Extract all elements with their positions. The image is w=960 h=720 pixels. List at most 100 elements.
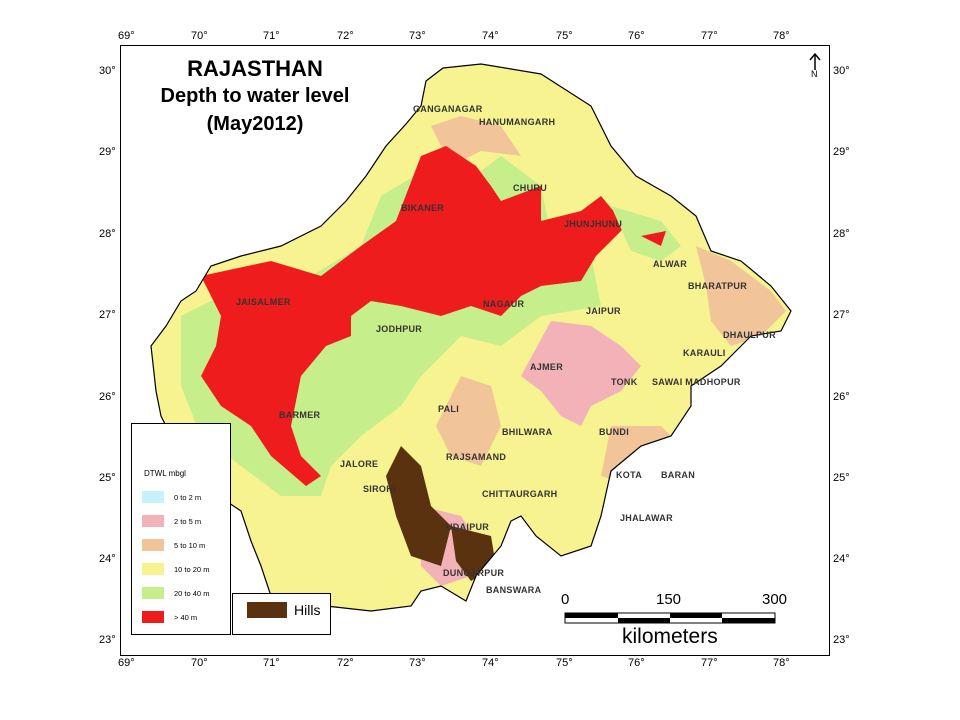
zone-5-10m-east — [696, 246, 786, 346]
longitude-tick-top: 73° — [409, 30, 426, 42]
latitude-tick-right: 25° — [833, 472, 850, 484]
map-title: RAJASTHAN Depth to water level (May2012) — [130, 55, 380, 138]
latitude-tick-right: 29° — [833, 146, 850, 158]
longitude-tick-bottom: 72° — [337, 657, 354, 669]
latitude-tick-left: 28° — [99, 228, 116, 240]
district-label: RAJSAMAND — [446, 452, 506, 462]
district-label: BANSWARA — [486, 585, 542, 595]
longitude-tick-top: 78° — [773, 30, 790, 42]
legend-box: DTWL mbgl 0 to 2 m 2 to 5 m 5 to 10 m 10 to… — [131, 423, 231, 635]
title-line-3: (May2012) — [206, 113, 304, 135]
legend-title: DTWL mbgl — [144, 469, 186, 478]
district-label: UDAIPUR — [446, 522, 489, 532]
latitude-tick-right: 23° — [833, 634, 850, 646]
legend-label: 20 to 40 m — [174, 589, 210, 598]
district-label: CHITTAURGARH — [482, 489, 557, 499]
district-label: ALWAR — [653, 259, 687, 269]
latitude-tick-left: 26° — [99, 391, 116, 403]
hills-label: Hills — [294, 602, 321, 618]
district-label: JAIPUR — [586, 306, 621, 316]
legend-swatch — [142, 539, 164, 551]
zone-20-40m-northeast — [611, 206, 681, 261]
title-line-1: RAJASTHAN — [187, 56, 323, 81]
longitude-tick-top: 72° — [337, 30, 354, 42]
scale-unit: kilometers — [622, 625, 718, 648]
longitude-tick-bottom: 70° — [191, 657, 208, 669]
district-label: BIKANER — [401, 203, 444, 213]
district-label: PALI — [438, 404, 459, 414]
legend-swatch — [142, 515, 164, 527]
legend-swatch — [142, 563, 164, 575]
district-label: CHURU — [513, 183, 547, 193]
district-label: JAISALMER — [236, 297, 291, 307]
district-label: JHUNJHUNU — [564, 219, 622, 229]
latitude-tick-left: 24° — [99, 553, 116, 565]
district-label: GANGANAGAR — [413, 104, 483, 114]
latitude-tick-left: 23° — [99, 634, 116, 646]
longitude-tick-top: 76° — [628, 30, 645, 42]
district-label: NAGAUR — [483, 299, 524, 309]
north-arrow: N — [805, 52, 825, 79]
district-label: BUNDI — [599, 427, 629, 437]
zone-5-10m-bhilwara — [436, 376, 501, 466]
legend-swatch — [142, 587, 164, 599]
longitude-tick-bottom: 71° — [263, 657, 280, 669]
scale-label-300: 300 — [762, 591, 788, 608]
legend-label: 2 to 5 m — [174, 517, 202, 526]
longitude-tick-top: 77° — [701, 30, 718, 42]
hills-aravalli — [386, 446, 451, 566]
longitude-tick-bottom: 75° — [556, 657, 573, 669]
latitude-tick-right: 28° — [833, 228, 850, 240]
scale-bar-graphic — [564, 612, 776, 624]
district-label: HANUMANGARH — [479, 117, 555, 127]
legend-label: 0 to 2 m — [174, 493, 202, 502]
district-label: JHALAWAR — [620, 513, 673, 523]
hills-legend: Hills — [232, 593, 331, 635]
longitude-tick-bottom: 78° — [773, 657, 790, 669]
district-label: KOTA — [616, 470, 642, 480]
legend-label: 10 to 20 m — [174, 565, 210, 574]
district-label: KARAULI — [683, 348, 726, 358]
north-label: N — [811, 69, 818, 78]
longitude-tick-top: 75° — [556, 30, 573, 42]
legend-label: 5 to 10 m — [174, 541, 206, 550]
rajasthan-map: GANGANAGAR HANUMANGARH CHURU BIKANER JHUNJHU… — [150, 63, 792, 612]
longitude-tick-bottom: 69° — [118, 657, 135, 669]
scale-label-150: 150 — [656, 591, 682, 608]
hills-swatch — [247, 602, 287, 618]
zone-over-40m-alwar — [641, 231, 666, 246]
zone-over-40m — [201, 146, 626, 486]
district-label: BHILWARA — [502, 427, 553, 437]
zone-2-5m-central — [521, 321, 641, 426]
district-label: JODHPUR — [376, 324, 422, 334]
title-line-2: Depth to water level — [160, 85, 350, 107]
longitude-tick-bottom: 73° — [409, 657, 426, 669]
district-labels: GANGANAGAR HANUMANGARH CHURU BIKANER JHUNJHU… — [236, 104, 776, 595]
longitude-tick-bottom: 77° — [701, 657, 718, 669]
longitude-tick-top: 74° — [482, 30, 499, 42]
longitude-tick-top: 70° — [191, 30, 208, 42]
latitude-tick-right: 26° — [833, 391, 850, 403]
map-frame: GANGANAGAR HANUMANGARH CHURU BIKANER JHUNJHU… — [120, 45, 830, 656]
district-label: BHARATPUR — [688, 281, 747, 291]
district-label: JALORE — [340, 459, 378, 469]
district-label: TONK — [611, 377, 638, 387]
north-arrow-icon: N — [809, 52, 821, 79]
longitude-tick-top: 71° — [263, 30, 280, 42]
district-label: BARAN — [661, 470, 695, 480]
longitude-tick-bottom: 76° — [628, 657, 645, 669]
district-label: AJMER — [530, 362, 563, 372]
latitude-tick-left: 25° — [99, 472, 116, 484]
district-label: DHAULPUR — [723, 330, 776, 340]
latitude-tick-right: 30° — [833, 65, 850, 77]
legend-label: > 40 m — [174, 613, 198, 622]
latitude-tick-right: 27° — [833, 309, 850, 321]
longitude-tick-top: 69° — [118, 30, 135, 42]
district-label: DUNGARPUR — [443, 568, 504, 578]
district-label: SIROHI — [363, 484, 396, 494]
district-label: SAWAI MADHOPUR — [652, 377, 741, 387]
legend-swatch — [142, 491, 164, 503]
latitude-tick-left: 29° — [99, 146, 116, 158]
latitude-tick-right: 24° — [833, 553, 850, 565]
latitude-tick-left: 27° — [99, 309, 116, 321]
